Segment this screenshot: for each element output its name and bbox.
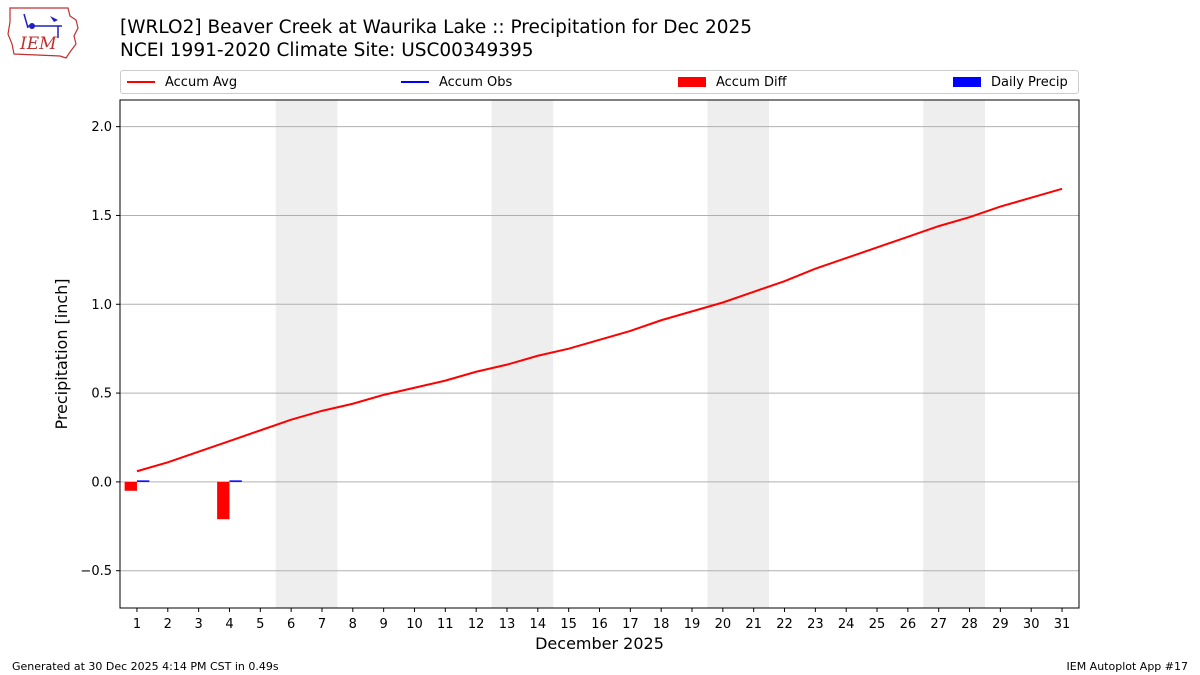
legend-item-daily-precip: Daily Precip xyxy=(953,71,1068,93)
y-tick-label: −0.5 xyxy=(80,564,112,579)
y-tick-label: 2.0 xyxy=(91,120,112,135)
y-axis-label: Precipitation [inch] xyxy=(52,278,71,429)
legend-item-accum-obs: Accum Obs xyxy=(401,71,512,93)
x-tick-label: 28 xyxy=(961,617,978,632)
x-tick-label: 31 xyxy=(1054,617,1071,632)
weekend-band xyxy=(923,100,985,608)
weekend-band xyxy=(707,100,770,608)
y-tick-label: 1.0 xyxy=(91,298,112,313)
x-tick-label: 25 xyxy=(869,617,886,632)
plot-area xyxy=(124,187,1063,520)
x-tick-label: 22 xyxy=(776,617,793,632)
accum-diff-bar xyxy=(124,481,137,491)
x-tick-label: 4 xyxy=(225,617,233,632)
x-tick-label: 26 xyxy=(900,617,917,632)
x-tick-label: 7 xyxy=(318,617,326,632)
legend-swatch xyxy=(401,81,429,83)
x-tick-label: 24 xyxy=(838,617,855,632)
chart-subtitle: NCEI 1991-2020 Climate Site: USC00349395 xyxy=(120,40,534,61)
y-tick-label: 1.5 xyxy=(91,209,112,224)
footer-app-id: IEM Autoplot App #17 xyxy=(1066,660,1189,673)
y-tick-label: 0.5 xyxy=(91,387,112,402)
daily-precip-bar xyxy=(136,480,150,482)
legend-label: Accum Avg xyxy=(165,74,238,90)
y-tick-label: 0.0 xyxy=(91,475,112,490)
x-tick-label: 19 xyxy=(684,617,701,632)
x-tick-label: 17 xyxy=(622,617,639,632)
footer-generated: Generated at 30 Dec 2025 4:14 PM CST in … xyxy=(12,660,279,673)
x-tick-label: 8 xyxy=(349,617,357,632)
x-tick-label: 14 xyxy=(530,617,547,632)
x-tick-label: 3 xyxy=(194,617,202,632)
x-tick-label: 12 xyxy=(468,617,485,632)
x-tick-label: 11 xyxy=(437,617,454,632)
legend-label: Daily Precip xyxy=(991,74,1068,90)
accum-diff-bar xyxy=(217,481,230,520)
chart-title: [WRLO2] Beaver Creek at Waurika Lake :: … xyxy=(120,17,753,38)
x-tick-label: 5 xyxy=(256,617,264,632)
legend: Accum Avg Accum Obs Accum Diff Daily Pre… xyxy=(120,70,1079,94)
x-tick-label: 16 xyxy=(591,617,608,632)
legend-swatch xyxy=(127,81,155,83)
plot-frame xyxy=(119,99,1080,609)
legend-label: Accum Obs xyxy=(439,74,513,90)
x-tick-label: 21 xyxy=(745,617,762,632)
x-tick-label: 23 xyxy=(807,617,824,632)
x-tick-label: 29 xyxy=(992,617,1009,632)
legend-swatch xyxy=(953,77,981,87)
x-tick-label: 1 xyxy=(133,617,141,632)
weekend-band xyxy=(275,100,338,608)
x-tick-label: 10 xyxy=(406,617,423,632)
x-tick-label: 30 xyxy=(1023,617,1040,632)
legend-swatch xyxy=(678,77,706,87)
x-tick-label: 2 xyxy=(164,617,172,632)
x-tick-label: 6 xyxy=(287,617,295,632)
x-tick-label: 15 xyxy=(560,617,577,632)
iem-logo: IEM xyxy=(6,4,82,64)
daily-precip-bar xyxy=(229,480,242,482)
x-tick-label: 18 xyxy=(653,617,670,632)
x-axis-label: December 2025 xyxy=(535,634,664,653)
x-tick-label: 20 xyxy=(715,617,732,632)
legend-item-accum-diff: Accum Diff xyxy=(678,71,787,93)
legend-label: Accum Diff xyxy=(716,74,787,90)
legend-item-accum-avg: Accum Avg xyxy=(127,71,237,93)
x-tick-label: 13 xyxy=(499,617,516,632)
x-tick-label: 9 xyxy=(380,617,388,632)
x-tick-label: 27 xyxy=(930,617,947,632)
logo-text: IEM xyxy=(20,34,57,54)
